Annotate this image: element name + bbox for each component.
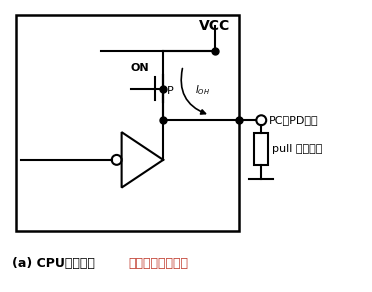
Bar [254,133,268,165]
Text: VCC: VCC [199,19,230,33]
Text: PC、PD端子: PC、PD端子 [269,115,319,125]
Text: pull 下拉电阵: pull 下拉电阵 [272,144,323,154]
Text: 平时的电流及负荷: 平时的电流及负荷 [129,257,189,270]
Text: $I_{OH}$: $I_{OH}$ [195,84,210,98]
Text: ON: ON [131,63,149,73]
Text: (a) CPU输出高电: (a) CPU输出高电 [12,257,94,270]
Text: P: P [167,86,174,95]
Bar [16,15,240,231]
